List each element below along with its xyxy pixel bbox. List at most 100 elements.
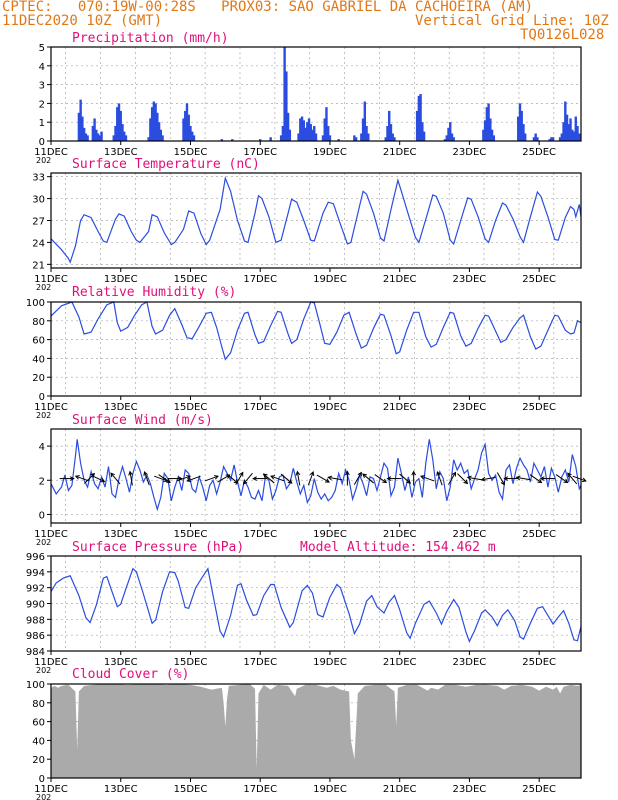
- wind-arrow-head: [466, 475, 472, 481]
- precip-bar: [231, 139, 234, 141]
- precip-bar: [388, 110, 391, 141]
- precip-bar: [363, 101, 367, 141]
- wind-arrow-head: [406, 479, 412, 484]
- precip-bar: [560, 133, 564, 141]
- panel-title: Surface Pressure (hPa): [72, 540, 244, 555]
- wind-arrow-head: [567, 472, 572, 478]
- x-tick-label: 23DEC: [453, 274, 487, 285]
- y-tick-label: 988: [26, 615, 45, 626]
- precip-bar: [393, 137, 396, 141]
- precip-bar: [154, 103, 157, 141]
- precip-bar: [157, 122, 161, 141]
- wind-arrow-head: [186, 475, 192, 480]
- wind-arrow-head: [110, 472, 115, 478]
- wind-arrow-head: [239, 471, 244, 477]
- precip-bar: [485, 107, 489, 141]
- y-tick-label: 1: [39, 118, 45, 129]
- wind-arrow-head: [252, 476, 257, 481]
- wind-arrow-head: [420, 475, 426, 480]
- wind-arrow-head: [362, 473, 367, 478]
- wind-arrow-head: [411, 470, 416, 476]
- wind-arrow-head: [539, 476, 545, 481]
- wind-arrow-head: [537, 478, 543, 484]
- precip-bar: [353, 135, 356, 141]
- y-tick-label: 24: [32, 238, 45, 249]
- cloud-cover-area: [51, 684, 581, 778]
- panel-frame: [50, 428, 582, 524]
- y-tick-label: 40: [32, 736, 45, 747]
- y-tick-label: 5: [39, 43, 45, 54]
- wind-arrow-shaft: [91, 475, 105, 482]
- precip-bar: [367, 133, 370, 141]
- x-tick-label: 17DEC: [243, 529, 277, 540]
- panel-title: Surface Temperature (nC): [72, 157, 260, 172]
- precip-bar: [187, 114, 190, 141]
- y-tick-label: 0: [39, 510, 45, 521]
- precip-bar: [302, 120, 305, 141]
- wind-arrow-shaft: [187, 475, 201, 482]
- x-tick-label: 21DEC: [383, 147, 417, 158]
- wind-arrow-head: [451, 471, 457, 477]
- precip-bar: [279, 135, 283, 141]
- y-tick-label: 33: [32, 173, 45, 184]
- wind-arrow-head: [166, 478, 171, 484]
- panel-frame: [50, 46, 582, 142]
- precip-bar: [360, 133, 363, 141]
- y-tick-label: 3: [39, 81, 45, 92]
- precip-bar: [81, 116, 84, 141]
- x-tick-label: 19DEC: [313, 657, 347, 668]
- y-tick-label: 984: [26, 647, 45, 658]
- y-tick-label: 986: [26, 631, 45, 642]
- wind-arrow-head: [242, 479, 248, 485]
- precip-bar: [100, 131, 103, 141]
- wind-arrow-shaft: [176, 475, 191, 482]
- precip-bar: [184, 110, 187, 141]
- header-line-1: CPTEC: 070:19W-00:28S PROX03: SAO GABRIE…: [2, 0, 534, 15]
- wind-arrow-shaft: [296, 471, 301, 486]
- precip-bar: [551, 137, 555, 141]
- precip-bar: [421, 122, 424, 141]
- precip-bar: [299, 118, 302, 141]
- y-tick-label: 20: [32, 755, 45, 766]
- y-tick-label: 60: [32, 718, 45, 729]
- truncated-year-label: 202: [36, 283, 51, 292]
- precip-bar: [123, 131, 126, 141]
- precip-bar: [389, 124, 393, 141]
- precip-bar: [124, 135, 128, 141]
- wind-arrow-shaft: [270, 475, 285, 482]
- precip-bar: [337, 139, 340, 141]
- precip-bar: [443, 139, 447, 141]
- precip-bar: [159, 129, 163, 141]
- wind-arrow-shaft: [374, 474, 387, 483]
- precip-bar: [321, 135, 325, 141]
- y-tick-label: 0: [39, 392, 45, 403]
- wind-arrow-shaft: [353, 472, 362, 485]
- y-tick-label: 80: [32, 317, 45, 328]
- wind-arrow-head: [270, 475, 276, 480]
- y-tick-label: 100: [26, 298, 45, 309]
- y-tick-label: 80: [32, 699, 45, 710]
- x-tick-label: 11DEC: [34, 402, 68, 413]
- precip-bar: [96, 133, 100, 141]
- precip-bar: [522, 124, 525, 141]
- wind-arrow-shaft: [481, 476, 496, 481]
- wind-arrow-shaft: [572, 475, 587, 482]
- x-tick-label: 15DEC: [174, 274, 208, 285]
- precip-bar: [119, 110, 122, 141]
- x-tick-label: 11DEC: [34, 274, 68, 285]
- wind-arrow-shaft: [84, 473, 95, 484]
- wind-arrow-head: [581, 477, 587, 483]
- precip-bar: [569, 118, 572, 141]
- precip-bar: [281, 125, 285, 141]
- wind-arrow-head: [480, 476, 486, 482]
- precip-bar: [487, 103, 490, 141]
- x-tick-label: 15DEC: [174, 402, 208, 413]
- precip-bar: [391, 133, 394, 141]
- wind-arrow-shaft: [328, 476, 343, 481]
- wind-arrow-head: [309, 471, 315, 477]
- x-tick-label: 21DEC: [383, 657, 417, 668]
- precip-bar: [482, 129, 485, 141]
- x-tick-label: 23DEC: [453, 784, 487, 795]
- series-line-3: [50, 439, 582, 512]
- x-tick-label: 25DEC: [522, 402, 556, 413]
